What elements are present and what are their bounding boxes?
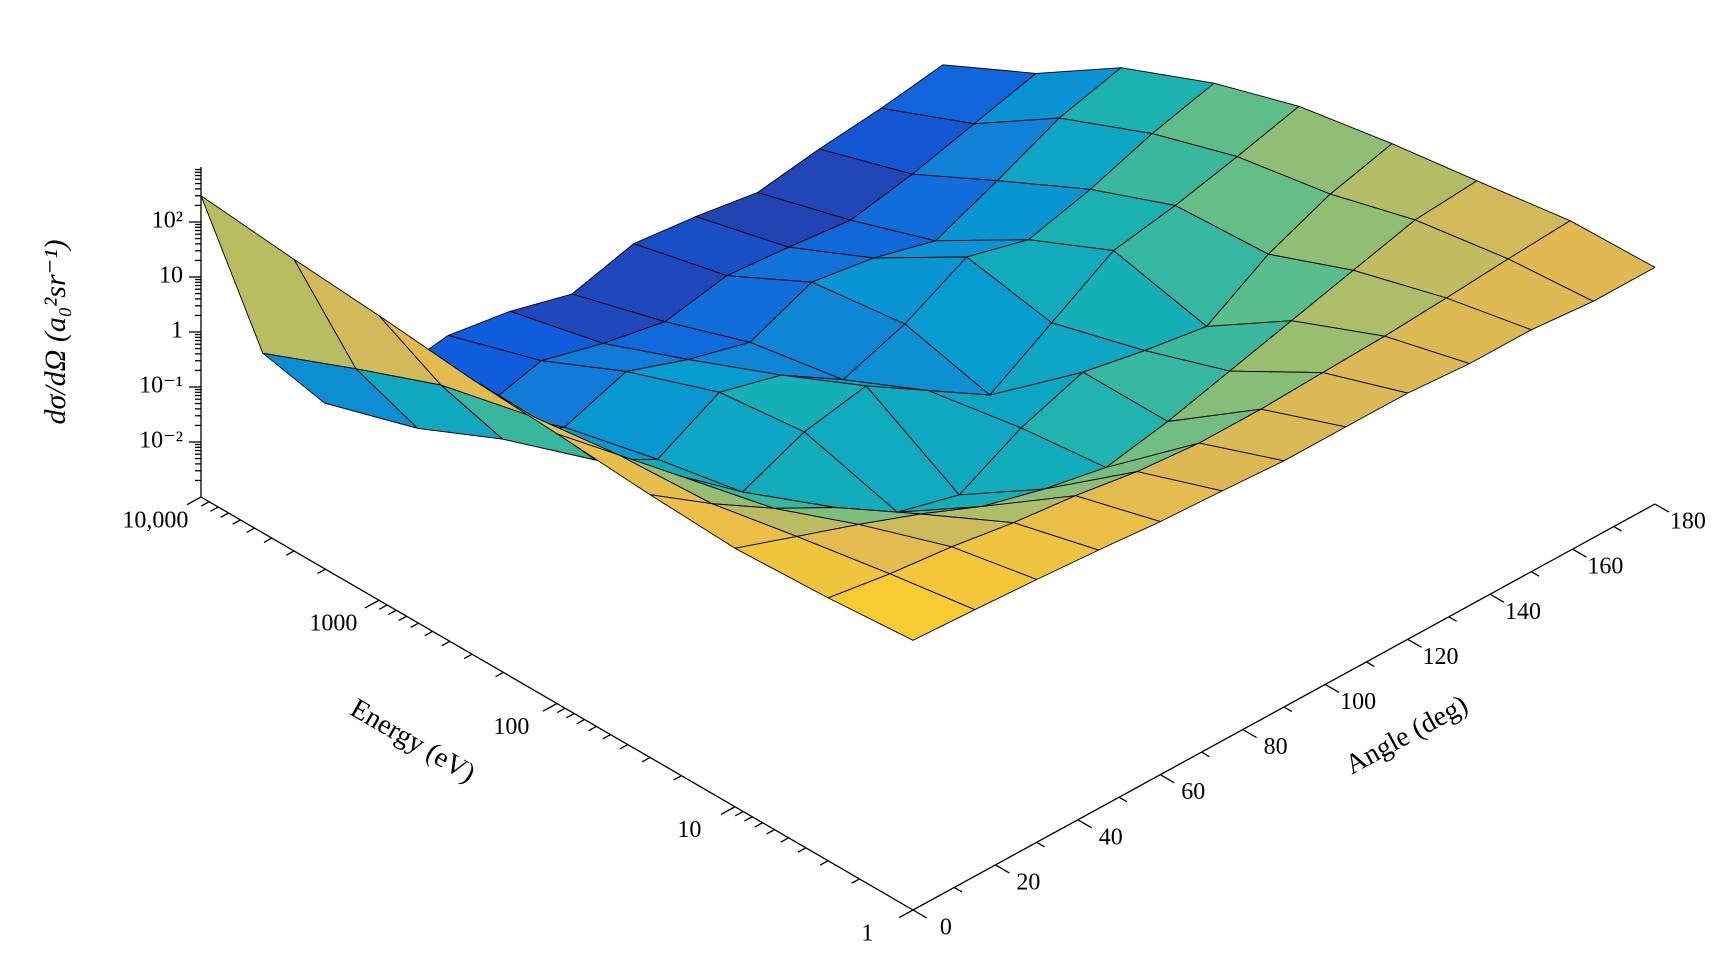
y-minor-tick (388, 609, 397, 616)
y-minor-tick (317, 568, 326, 575)
x-minor-tick (1531, 571, 1540, 577)
y-tick (364, 599, 380, 609)
x-minor-tick (1201, 751, 1210, 758)
y-tick (542, 702, 558, 712)
y-tick-label: 10,000 (122, 507, 188, 533)
y-minor-tick (566, 712, 575, 719)
x-tick (1077, 819, 1093, 829)
y-minor-tick (851, 878, 860, 884)
z-tick-label: 10 (159, 263, 183, 289)
x-tick (1489, 593, 1505, 603)
z-tick-label: 10⁻¹ (139, 373, 183, 399)
y-minor-tick (673, 775, 682, 781)
y-minor-tick (410, 622, 419, 629)
y-minor-tick (463, 653, 473, 660)
x-minor-tick (1283, 706, 1293, 713)
x-minor-tick (1613, 525, 1622, 532)
y-axis-title: Energy (eV) (345, 693, 480, 789)
y-tick (186, 496, 202, 506)
y-minor-tick (602, 734, 611, 740)
y-tick-label: 1000 (309, 611, 357, 637)
x-tick (1572, 548, 1587, 558)
x-tick-label: 160 (1587, 554, 1623, 580)
x-tick (1407, 638, 1422, 648)
x-tick (995, 864, 1010, 874)
x-tick (912, 909, 928, 919)
y-minor-tick (766, 829, 775, 835)
y-minor-tick (588, 725, 597, 732)
x-tick-label: 0 (940, 915, 952, 941)
x-tick-label: 140 (1505, 599, 1541, 625)
z-tick-label: 10² (152, 208, 183, 234)
y-tick-label: 10 (677, 817, 701, 843)
x-tick (1242, 728, 1257, 739)
y-minor-tick (641, 756, 651, 763)
x-minor-tick (1366, 661, 1375, 667)
y-minor-tick (232, 519, 241, 525)
y-tick (898, 909, 914, 919)
y-minor-tick (210, 506, 219, 512)
y-minor-tick (246, 527, 255, 533)
x-tick-label: 120 (1423, 644, 1459, 670)
x-tick-label: 100 (1340, 689, 1376, 715)
y-tick (720, 806, 736, 816)
surface-patch (200, 195, 357, 370)
y-minor-tick (200, 501, 210, 507)
x-tick (1160, 774, 1175, 784)
x-tick (1324, 683, 1340, 694)
x-tick (1654, 503, 1670, 513)
x-minor-tick (1118, 796, 1128, 803)
y-minor-tick (780, 837, 789, 843)
y-minor-tick (744, 816, 753, 822)
y-minor-tick (441, 640, 451, 647)
y-minor-tick (754, 822, 763, 828)
x-tick-label: 60 (1181, 779, 1205, 805)
z-tick-label: 1 (171, 318, 183, 344)
y-minor-tick (734, 810, 744, 817)
y-minor-tick (556, 707, 566, 714)
y-minor-tick (576, 718, 585, 725)
surface (200, 64, 1656, 641)
x-tick-label: 40 (1099, 824, 1123, 850)
x-tick-label: 20 (1016, 869, 1040, 895)
y-minor-tick (619, 744, 629, 750)
x-tick-label: 180 (1670, 509, 1706, 535)
x-minor-tick (953, 886, 963, 893)
x-minor-tick (1036, 841, 1045, 848)
y-minor-tick (285, 550, 295, 556)
y-minor-tick (495, 671, 504, 678)
y-tick-label: 100 (493, 714, 529, 740)
y-minor-tick (220, 512, 229, 518)
y-minor-tick (797, 847, 807, 853)
x-tick-label: 80 (1264, 734, 1288, 760)
y-minor-tick (819, 860, 829, 866)
surface-patch (827, 573, 976, 641)
x-minor-tick (1448, 616, 1458, 622)
y-minor-tick (398, 615, 407, 622)
y-minor-tick (424, 630, 433, 637)
y-tick-label: 1 (861, 920, 873, 946)
y-minor-tick (378, 604, 388, 610)
z-axis-title: dσ/dΩ (a₀²sr⁻¹) (39, 240, 72, 425)
y-minor-tick (263, 537, 273, 543)
z-tick-label: 10⁻² (139, 428, 183, 454)
